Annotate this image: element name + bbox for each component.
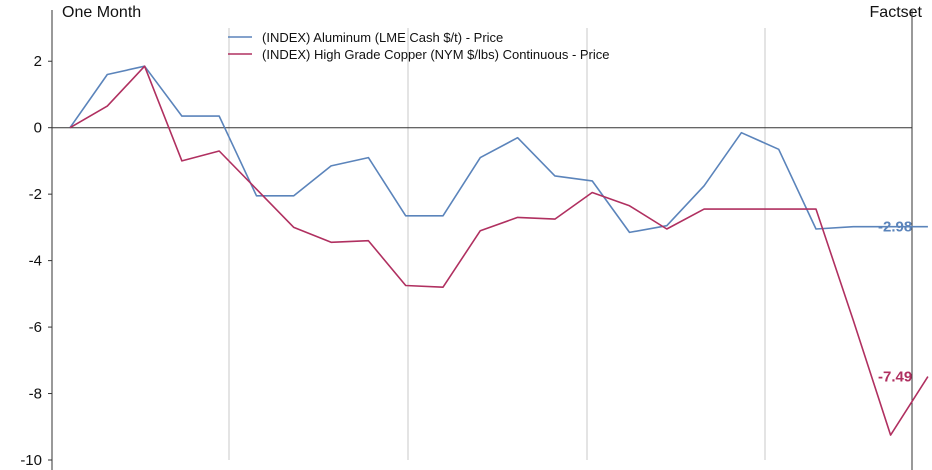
y-tick-label: -2 — [29, 186, 42, 203]
y-tick-label: -4 — [29, 253, 42, 270]
y-tick-label: -8 — [29, 386, 42, 403]
series-lines — [69, 65, 929, 436]
aluminum-series-line — [69, 65, 928, 234]
end-labels: -2.98 -7.49 — [878, 219, 912, 386]
aluminum-end-label: -2.98 — [878, 219, 912, 236]
source-label: Factset — [869, 4, 922, 21]
copper-series-line — [69, 65, 929, 436]
y-tick-labels: -10 -8 -6 -4 -2 0 2 — [20, 53, 52, 469]
legend-label-aluminum: (INDEX) Aluminum (LME Cash $/t) - Price — [262, 30, 503, 45]
grid-lines — [228, 28, 766, 460]
y-tick-label: -10 — [20, 452, 42, 469]
legend-label-copper: (INDEX) High Grade Copper (NYM $/lbs) Co… — [262, 47, 610, 62]
y-tick-label: -6 — [29, 319, 42, 336]
axes — [51, 10, 913, 470]
period-label: One Month — [62, 4, 142, 21]
y-tick-label: 0 — [34, 120, 42, 137]
legend: (INDEX) Aluminum (LME Cash $/t) - Price (… — [228, 30, 610, 62]
y-tick-label: 2 — [34, 53, 42, 70]
copper-end-label: -7.49 — [878, 369, 912, 386]
